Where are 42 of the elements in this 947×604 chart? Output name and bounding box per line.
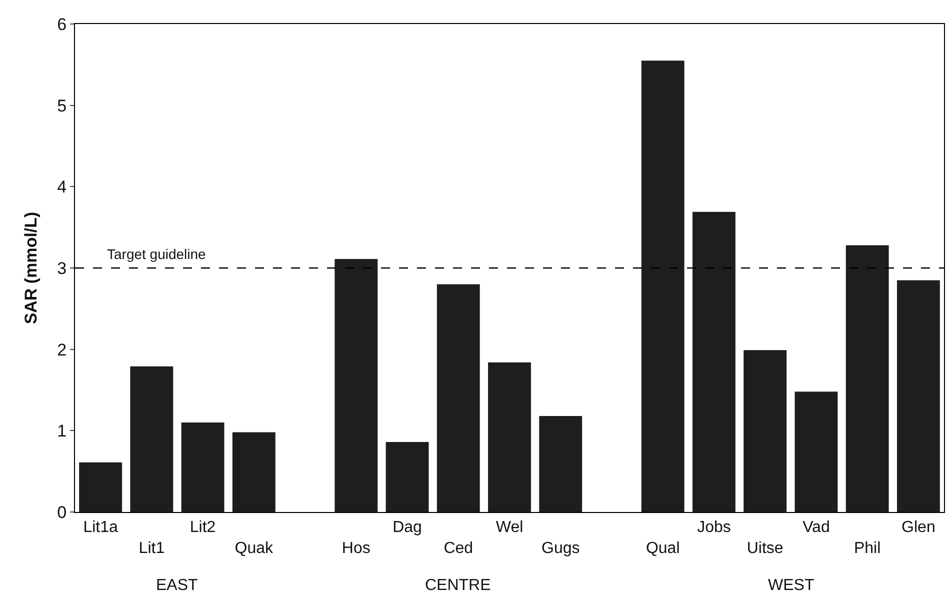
y-axis-title: SAR (mmol/L) (22, 212, 41, 324)
x-tick-label: Gugs (541, 540, 580, 557)
bar (386, 442, 429, 512)
bar (334, 259, 378, 512)
x-tick-label: Hos (342, 540, 370, 557)
x-tick-label: Dag (392, 519, 422, 536)
bar (846, 245, 889, 512)
x-tick-label: Wel (496, 519, 524, 536)
x-tick-label: Glen (902, 519, 936, 536)
ref-line-label: Target guideline (107, 246, 206, 262)
y-tick-label: 5 (57, 96, 67, 116)
y-tick-label: 1 (57, 422, 67, 441)
x-tick-label: Quak (234, 540, 274, 557)
bar (692, 212, 736, 512)
bar (488, 362, 531, 512)
x-tick-label: Uitse (746, 540, 784, 557)
bar (794, 392, 838, 512)
y-tick-label: 3 (57, 258, 67, 278)
x-tick-label: Qual (646, 540, 680, 557)
y-tick-label: 0 (57, 502, 67, 522)
bar (744, 350, 787, 512)
text: EAST (156, 577, 198, 594)
x-tick-label: Vad (802, 519, 830, 536)
x-tick-label: Jobs (697, 519, 731, 536)
y-tick-label: 2 (57, 340, 67, 360)
x-tick-label: Lit2 (190, 519, 216, 536)
x-tick-label: Phil (854, 540, 881, 557)
text: WEST (768, 577, 814, 594)
x-tick-label: Lit1a (83, 519, 118, 536)
x-tick-label: Lit1 (138, 540, 165, 557)
bar (896, 280, 940, 512)
y-tick-label: 4 (57, 178, 67, 197)
text: CENTRE (425, 577, 491, 594)
bar (539, 416, 582, 512)
x-tick-label: Ced (444, 540, 474, 557)
bar (181, 422, 224, 512)
y-tick-label: 6 (57, 14, 67, 34)
bar (232, 432, 276, 512)
bar (641, 60, 684, 512)
bar (79, 462, 122, 512)
bar (436, 284, 480, 512)
bar (130, 366, 174, 512)
